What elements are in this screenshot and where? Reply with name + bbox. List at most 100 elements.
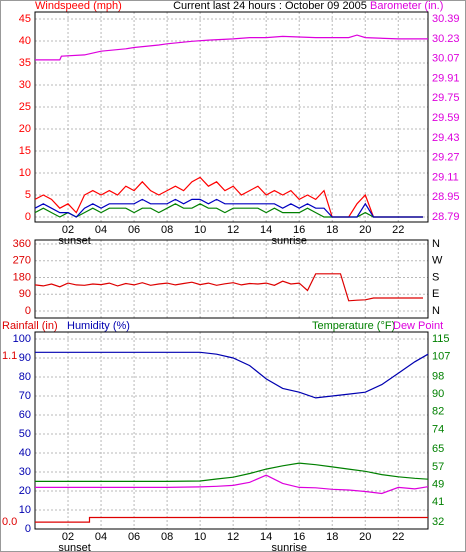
y-tick-label: 25 bbox=[19, 101, 31, 113]
y-tick-label: 40 bbox=[19, 35, 31, 47]
y-tick-label: 60 bbox=[19, 409, 31, 421]
y2-tick-label: 30.39 bbox=[432, 13, 460, 25]
y-tick-label: 100 bbox=[13, 333, 31, 345]
y2-tick-label: 29.27 bbox=[432, 152, 460, 164]
y-tick-label: 30 bbox=[19, 79, 31, 91]
series-line bbox=[35, 474, 429, 495]
y2-tick-label: 107 bbox=[432, 351, 450, 363]
annotation: sunset bbox=[58, 542, 90, 552]
y2-tick-label: 30.07 bbox=[432, 53, 460, 65]
x-tick-label: 16 bbox=[293, 531, 305, 543]
x-tick-label: 20 bbox=[359, 224, 371, 236]
legend-label: Dew Point bbox=[393, 320, 443, 332]
x-tick-label: 08 bbox=[161, 224, 173, 236]
x-tick-label: 08 bbox=[161, 531, 173, 543]
y-tick-label: 270 bbox=[13, 255, 31, 267]
y-tick-label: 80 bbox=[19, 371, 31, 383]
x-tick-label: 12 bbox=[227, 224, 239, 236]
y-tick-label: 0 bbox=[25, 523, 31, 535]
y-tick-label: 10 bbox=[19, 167, 31, 179]
y-tick-label: 45 bbox=[19, 13, 31, 25]
series-line bbox=[35, 516, 428, 523]
x-tick-label: 22 bbox=[392, 531, 404, 543]
x-tick-label: 02 bbox=[62, 531, 74, 543]
x-tick-label: 16 bbox=[293, 224, 305, 236]
y-tick-label: 15 bbox=[19, 145, 31, 157]
series-line bbox=[34, 203, 423, 218]
x-tick-label: 06 bbox=[128, 531, 140, 543]
x-tick-label: 04 bbox=[95, 224, 107, 236]
series-line bbox=[34, 273, 423, 302]
y-tick-label: 90 bbox=[19, 288, 31, 300]
y2-tick-label: 57 bbox=[432, 461, 444, 473]
x-tick-label: 04 bbox=[95, 531, 107, 543]
y2-tick-label: 28.79 bbox=[432, 211, 460, 223]
legend-label: Barometer (in.) bbox=[370, 0, 443, 12]
x-tick-label: 10 bbox=[194, 224, 206, 236]
x-tick-label: 02 bbox=[62, 224, 74, 236]
annotation: sunrise bbox=[272, 542, 307, 552]
y-tick-label: 70 bbox=[19, 390, 31, 402]
x-tick-label: 14 bbox=[260, 531, 272, 543]
series-line bbox=[35, 462, 429, 482]
y-tick-label: 0 bbox=[25, 211, 31, 223]
y2-tick-label: 28.95 bbox=[432, 191, 460, 203]
y-tick-label: 360 bbox=[13, 238, 31, 250]
legend-label: Rainfall (in) bbox=[2, 320, 58, 332]
y-tick-label: 30 bbox=[19, 466, 31, 478]
x-tick-label: 18 bbox=[326, 531, 338, 543]
y-tick-label: 35 bbox=[19, 57, 31, 69]
annotation: sunset bbox=[58, 235, 90, 247]
y2-tick-label: 82 bbox=[432, 406, 444, 418]
annotation: sunrise bbox=[272, 235, 307, 247]
y-tick-label: 10 bbox=[19, 504, 31, 516]
y2-tick-label: 41 bbox=[432, 496, 444, 508]
legend-label: Temperature (°F) bbox=[312, 320, 395, 332]
y-tick-label: 40 bbox=[19, 447, 31, 459]
y-tick-label: 20 bbox=[19, 123, 31, 135]
y2-tick-label: 30.23 bbox=[432, 33, 460, 45]
y2-tick-label: 74 bbox=[432, 423, 444, 435]
y2-tick-label: 115 bbox=[432, 333, 450, 345]
y2-tick-label: S bbox=[432, 271, 439, 283]
y2-tick-label: 32 bbox=[432, 516, 444, 528]
y2-tick-label: 49 bbox=[432, 478, 444, 490]
x-tick-label: 14 bbox=[260, 224, 272, 236]
legend-label: Humidity (%) bbox=[67, 320, 130, 332]
x-tick-label: 20 bbox=[359, 531, 371, 543]
chart-title: Current last 24 hours : October 09 2005 bbox=[173, 0, 367, 12]
y2-tick-label: 29.75 bbox=[432, 92, 460, 104]
plot-border bbox=[34, 11, 429, 223]
x-tick-label: 22 bbox=[392, 224, 404, 236]
series-line bbox=[34, 198, 423, 218]
series-line bbox=[35, 351, 429, 399]
y-tick-label: 180 bbox=[13, 271, 31, 283]
y2-tick-label: 90 bbox=[432, 388, 444, 400]
plot-border bbox=[34, 239, 429, 319]
y2-tick-label: E bbox=[432, 288, 439, 300]
y-axis-title: Windspeed (mph) bbox=[35, 0, 122, 12]
y2-tick-label: W bbox=[432, 255, 443, 267]
series-line bbox=[35, 34, 428, 61]
y-tick-label: 50 bbox=[19, 428, 31, 440]
y-tick-label: 0 bbox=[25, 305, 31, 317]
y2-tick-label: N bbox=[432, 238, 440, 250]
x-tick-label: 18 bbox=[326, 224, 338, 236]
y2-tick-label: 29.59 bbox=[432, 112, 460, 124]
series-line bbox=[34, 176, 423, 218]
y-tick-label: 5 bbox=[25, 189, 31, 201]
y-tick-label: 90 bbox=[19, 352, 31, 364]
y2-tick-label: 98 bbox=[432, 370, 444, 382]
x-tick-label: 12 bbox=[227, 531, 239, 543]
y2-tick-label: 29.11 bbox=[432, 171, 459, 183]
x-tick-label: 06 bbox=[128, 224, 140, 236]
y2-tick-label: N bbox=[432, 305, 440, 317]
x-tick-label: 10 bbox=[194, 531, 206, 543]
plot-border bbox=[34, 331, 429, 530]
rain-tick-label: 1.1 bbox=[2, 350, 17, 362]
rain-tick-label: 0.0 bbox=[2, 516, 17, 528]
y2-tick-label: 29.91 bbox=[432, 72, 460, 84]
y2-tick-label: 29.43 bbox=[432, 132, 460, 144]
y2-tick-label: 65 bbox=[432, 443, 444, 455]
